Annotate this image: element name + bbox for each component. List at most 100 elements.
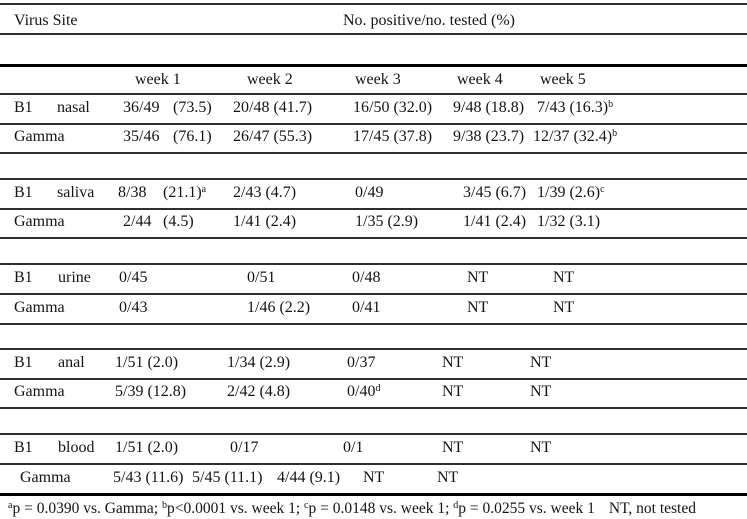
cell-week5: 1/32 (3.1) xyxy=(537,213,601,230)
horizontal-rule xyxy=(0,348,747,350)
superscript-b: b xyxy=(612,128,618,139)
table-row-urine-gamma: Gamma 0/43 1/46 (2.2) 0/41 NT NT xyxy=(0,299,747,317)
horizontal-rule xyxy=(0,378,747,380)
cell-week1-percent-value: (21.1) xyxy=(163,184,202,201)
cell-week2: 1/41 (2.4) xyxy=(233,213,297,230)
cell-week5-value: 12/37 (32.4) xyxy=(533,128,613,145)
header-week3: week 3 xyxy=(355,71,401,88)
cell-week4: 9/48 (18.8) xyxy=(453,99,525,116)
cell-week3: 0/41 xyxy=(352,299,381,316)
cell-virus: Gamma xyxy=(14,383,65,400)
cell-week5: 12/37 (32.4)b xyxy=(533,128,617,146)
cell-week2: 2/42 (4.8) xyxy=(227,383,291,400)
cell-week5: 1/39 (2.6)c xyxy=(537,184,605,202)
horizontal-rule xyxy=(0,407,747,409)
cell-week5-value: 7/43 (16.3) xyxy=(537,99,609,116)
cell-week1-value: 5/39 (12.8) xyxy=(115,383,187,400)
cell-week3: 4/44 (9.1) xyxy=(277,469,341,486)
cell-week3: 0/37 xyxy=(347,354,376,371)
cell-virus: B1 xyxy=(14,439,33,456)
cell-week4: NT xyxy=(467,299,489,316)
footnote-segment-c: p = 0.0148 vs. week 1; xyxy=(308,500,454,517)
cell-week2: 1/34 (2.9) xyxy=(227,354,291,371)
cell-virus: B1 xyxy=(14,269,33,286)
cell-week3: 0/40d xyxy=(347,383,380,401)
horizontal-rule xyxy=(0,93,747,95)
cell-site: nasal xyxy=(57,99,90,116)
footnote-nt-legend: NT, not tested xyxy=(608,500,696,517)
cell-week5: NT xyxy=(530,383,552,400)
horizontal-rule xyxy=(0,323,747,325)
header-week4: week 4 xyxy=(457,71,503,88)
cell-week1-value: 5/43 (11.6) xyxy=(113,469,184,486)
cell-virus: B1 xyxy=(14,184,33,201)
table-header-row: Virus Site No. positive/no. tested (%) xyxy=(0,12,747,30)
cell-week1-value: 1/51 (2.0) xyxy=(115,439,179,456)
superscript-b: b xyxy=(608,99,614,110)
cell-virus: Gamma xyxy=(14,213,65,230)
horizontal-rule xyxy=(0,293,747,295)
footnote-segment-a: p = 0.0390 vs. Gamma; xyxy=(12,500,162,517)
cell-week1-percent: (73.5) xyxy=(173,99,212,116)
cell-site: saliva xyxy=(57,184,95,201)
header-week1: week 1 xyxy=(135,71,181,88)
header-week5: week 5 xyxy=(540,71,586,88)
horizontal-rule xyxy=(0,263,747,265)
horizontal-rule xyxy=(0,208,747,210)
footnote-text: ap = 0.0390 vs. Gamma; bp<0.0001 vs. wee… xyxy=(8,500,696,518)
superscript-d: d xyxy=(375,383,381,394)
cell-week5: NT xyxy=(530,439,552,456)
cell-week3: 1/35 (2.9) xyxy=(355,213,419,230)
cell-week4: NT xyxy=(363,469,385,486)
cell-week4: NT xyxy=(442,383,464,400)
cell-site: blood xyxy=(58,439,95,456)
cell-week3: 0/49 xyxy=(355,184,384,201)
header-week2: week 2 xyxy=(247,71,293,88)
table-row-saliva-gamma: Gamma 2/44 (4.5) 1/41 (2.4) 1/35 (2.9) 1… xyxy=(0,213,747,231)
superscript-d: d xyxy=(453,500,459,511)
cell-week1-percent: (4.5) xyxy=(163,213,194,230)
superscript-a: a xyxy=(8,500,13,511)
cell-week2-value: 5/45 (11.1) xyxy=(192,469,263,486)
cell-week1-value: 0/43 xyxy=(119,299,148,316)
cell-week1-value: 0/45 xyxy=(119,269,148,286)
cell-virus: B1 xyxy=(14,354,33,371)
superscript-c: c xyxy=(304,500,309,511)
table-row-saliva-b1: B1 saliva 8/38 (21.1)a 2/43 (4.7) 0/49 3… xyxy=(0,184,747,202)
cell-week5-value: 1/39 (2.6) xyxy=(537,184,601,201)
cell-week3: 16/50 (32.0) xyxy=(353,99,433,116)
cell-week1-percent: (76.1) xyxy=(173,128,212,145)
cell-site: urine xyxy=(58,269,91,286)
cell-week2: 26/47 (55.3) xyxy=(233,128,313,145)
cell-week4: 1/41 (2.4) xyxy=(463,213,527,230)
table-row-anal-gamma: Gamma 5/39 (12.8) 2/42 (4.8) 0/40d NT NT xyxy=(0,383,747,401)
cell-virus: Gamma xyxy=(20,469,71,486)
cell-week2: 0/51 xyxy=(247,269,276,286)
cell-week2: 2/43 (4.7) xyxy=(233,184,297,201)
cell-week4: NT xyxy=(442,439,464,456)
cell-week1-value: 8/38 xyxy=(118,184,147,201)
cell-virus: Gamma xyxy=(14,128,65,145)
superscript-a: a xyxy=(201,184,207,195)
table-row-blood-gamma: Gamma 5/43 (11.6) 5/45 (11.1) 4/44 (9.1)… xyxy=(0,469,747,487)
cell-week1-value: 1/51 (2.0) xyxy=(115,354,179,371)
cell-week2: 20/48 (41.7) xyxy=(233,99,313,116)
footnote-row: ap = 0.0390 vs. Gamma; bp<0.0001 vs. wee… xyxy=(0,500,747,518)
footnote-segment-d: p = 0.0255 vs. week 1 xyxy=(458,500,595,517)
week-header-row: week 1 week 2 week 3 week 4 week 5 xyxy=(0,71,747,89)
cell-week5: NT xyxy=(553,299,575,316)
cell-week5: NT xyxy=(553,269,575,286)
table-row-blood-b1: B1 blood 1/51 (2.0) 0/17 0/1 NT NT xyxy=(0,439,747,457)
cell-week2: 0/17 xyxy=(230,439,259,456)
cell-week4: 3/45 (6.7) xyxy=(463,184,527,201)
cell-week3: 0/48 xyxy=(352,269,381,286)
cell-week1-value: 2/44 xyxy=(123,213,152,230)
cell-week4: 9/38 (23.7) xyxy=(453,128,525,145)
horizontal-rule xyxy=(0,178,747,180)
table-row-urine-b1: B1 urine 0/45 0/51 0/48 NT NT xyxy=(0,269,747,287)
horizontal-rule xyxy=(0,123,747,125)
cell-week3: 0/1 xyxy=(343,439,364,456)
cell-week4: NT xyxy=(467,269,489,286)
horizontal-rule xyxy=(0,152,747,154)
